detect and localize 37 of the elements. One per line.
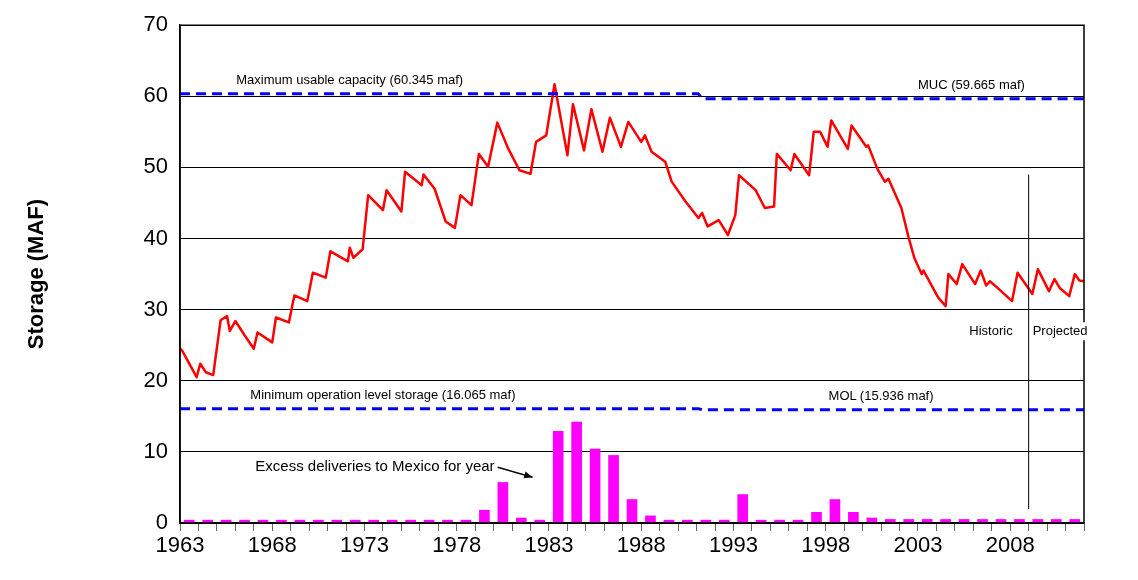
annotation: Minimum operation level storage (16.065 maf) [250,386,516,402]
bar [608,455,619,523]
y-tick-label: 30 [143,295,168,321]
annotation: MOL (15.936 maf) [828,387,934,403]
bar [829,499,841,523]
y-tick-label: 40 [143,224,168,250]
y-tick-label: 0 [155,509,168,535]
y-tick-label: 70 [143,11,168,37]
y-axis-title: Storage (MAF) [23,198,49,350]
x-tick-label: 1983 [524,532,574,558]
x-tick-label: 2008 [985,532,1035,558]
x-tick-label: 2003 [893,532,943,558]
x-tick-label: 1963 [155,532,205,558]
bar [626,499,638,523]
bar [552,430,564,523]
annotation: Excess deliveries to Mexico for year [255,457,495,475]
x-tick-label: 1968 [247,532,297,558]
x-tick-label: 1993 [708,532,758,558]
y-tick-label: 10 [143,437,168,463]
bar [571,421,582,523]
bar [811,512,822,523]
bar [497,482,509,523]
x-tick-label: 1998 [801,532,851,558]
x-tick-label: 1973 [340,532,389,558]
annotation: Maximum usable capacity (60.345 maf) [236,71,464,87]
bar [589,448,601,523]
y-tick-label: 60 [143,82,168,108]
bar [737,494,749,523]
annotation: Historic [969,322,1014,338]
bar [479,509,490,523]
y-tick-label: 20 [143,366,168,392]
x-tick-label: 1988 [616,532,666,558]
y-tick-label: 50 [143,153,168,179]
annotation: MUC (59.665 maf) [918,76,1025,92]
x-tick-label: 1978 [432,532,482,558]
bar [848,512,859,523]
annotation: Projected [1032,322,1088,338]
